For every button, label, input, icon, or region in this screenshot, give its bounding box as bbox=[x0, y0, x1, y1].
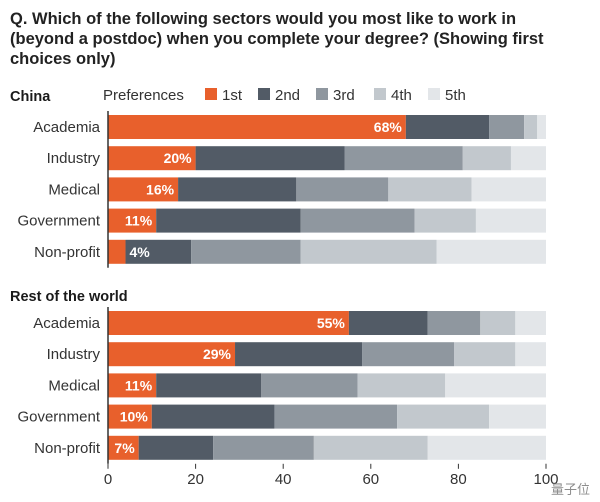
data-label: 55% bbox=[317, 315, 346, 331]
category-label: Academia bbox=[33, 315, 100, 332]
bar-5th-medical bbox=[471, 177, 546, 202]
data-label: 10% bbox=[120, 409, 149, 425]
bar-5th-industry bbox=[515, 342, 546, 367]
data-label: 20% bbox=[164, 150, 193, 166]
bar-1st-government bbox=[108, 404, 152, 429]
legend-swatch-4th bbox=[374, 88, 386, 100]
category-label: Government bbox=[17, 213, 100, 230]
bar-1st-non-profit bbox=[108, 239, 126, 264]
bar-2nd-government bbox=[151, 404, 275, 429]
bar-5th-medical bbox=[445, 373, 546, 398]
legend-swatch-3rd bbox=[316, 88, 328, 100]
bar-2nd-non-profit bbox=[138, 435, 214, 460]
bar-1st-industry bbox=[108, 146, 196, 171]
legend-swatch-2nd bbox=[258, 88, 270, 100]
bar-3rd-government bbox=[274, 404, 398, 429]
bar-3rd-government bbox=[300, 208, 415, 233]
legend-item-5th: 5th bbox=[445, 87, 466, 104]
legend-item-2nd: 2nd bbox=[275, 87, 300, 104]
legend-swatch-5th bbox=[428, 88, 440, 100]
bar-2nd-medical bbox=[156, 373, 262, 398]
data-label: 4% bbox=[130, 244, 151, 260]
bar-3rd-medical bbox=[296, 177, 389, 202]
bar-1st-medical bbox=[108, 373, 157, 398]
bar-5th-non-profit bbox=[427, 435, 546, 460]
legend-label: Preferences bbox=[103, 87, 184, 104]
category-label: Medical bbox=[48, 377, 100, 394]
x-tick-label: 20 bbox=[187, 471, 204, 488]
bar-2nd-industry bbox=[195, 146, 345, 171]
bar-1st-medical bbox=[108, 177, 179, 202]
x-tick-label: 40 bbox=[275, 471, 292, 488]
bar-4th-industry bbox=[454, 342, 516, 367]
category-label: Academia bbox=[33, 119, 100, 136]
chart-title: Q. Which of the following sectors would … bbox=[10, 10, 544, 68]
bar-5th-industry bbox=[510, 146, 546, 171]
bar-4th-non-profit bbox=[313, 435, 428, 460]
bar-5th-government bbox=[489, 404, 546, 429]
category-label: Medical bbox=[48, 181, 100, 198]
bar-4th-academia bbox=[480, 311, 516, 335]
bar-2nd-government bbox=[156, 208, 301, 233]
category-label: Industry bbox=[47, 346, 101, 363]
bar-3rd-non-profit bbox=[213, 435, 314, 460]
data-label: 68% bbox=[374, 119, 403, 135]
bar-1st-government bbox=[108, 208, 157, 233]
bar-2nd-medical bbox=[178, 177, 297, 202]
data-label: 29% bbox=[203, 346, 232, 362]
category-label: Industry bbox=[47, 150, 101, 167]
bar-4th-medical bbox=[357, 373, 446, 398]
legend-swatch-1st bbox=[205, 88, 217, 100]
category-label: Government bbox=[17, 409, 100, 426]
watermark: 量子位 bbox=[551, 482, 590, 497]
panel-title-rest-of-world: Rest of the world bbox=[10, 289, 128, 305]
bar-3rd-industry bbox=[344, 146, 463, 171]
bar-2nd-academia bbox=[405, 115, 490, 139]
data-label: 7% bbox=[114, 440, 135, 456]
x-tick-label: 80 bbox=[450, 471, 467, 488]
bar-5th-government bbox=[475, 208, 546, 233]
bar-1st-academia bbox=[108, 115, 406, 139]
legend-item-1st: 1st bbox=[222, 87, 243, 104]
bar-4th-government bbox=[414, 208, 476, 233]
data-label: 16% bbox=[146, 181, 175, 197]
legend-item-3rd: 3rd bbox=[333, 87, 355, 104]
bar-4th-medical bbox=[388, 177, 472, 202]
bar-4th-industry bbox=[462, 146, 511, 171]
bar-5th-non-profit bbox=[436, 239, 546, 264]
category-label: Non-profit bbox=[34, 440, 101, 457]
bar-4th-academia bbox=[524, 115, 538, 139]
bar-1st-academia bbox=[108, 311, 349, 335]
bar-2nd-academia bbox=[348, 311, 428, 335]
x-tick-label: 60 bbox=[362, 471, 379, 488]
bar-5th-academia bbox=[515, 311, 546, 335]
bar-4th-non-profit bbox=[300, 239, 437, 264]
bar-2nd-industry bbox=[235, 342, 363, 367]
bar-3rd-academia bbox=[427, 311, 481, 335]
bar-1st-non-profit bbox=[108, 435, 139, 460]
bar-3rd-industry bbox=[362, 342, 455, 367]
data-label: 11% bbox=[125, 213, 153, 229]
bar-3rd-academia bbox=[489, 115, 525, 139]
x-tick-label: 100 bbox=[533, 471, 558, 488]
legend-item-4th: 4th bbox=[391, 87, 412, 104]
bar-2nd-non-profit bbox=[125, 239, 192, 264]
panel-title-china: China bbox=[10, 89, 51, 105]
bar-3rd-non-profit bbox=[191, 239, 301, 264]
bar-5th-academia bbox=[537, 115, 546, 139]
data-label: 11% bbox=[125, 377, 153, 393]
bar-1st-industry bbox=[108, 342, 236, 367]
bar-3rd-medical bbox=[261, 373, 358, 398]
category-label: Non-profit bbox=[34, 244, 101, 261]
x-tick-label: 0 bbox=[104, 471, 112, 488]
bar-4th-government bbox=[397, 404, 490, 429]
